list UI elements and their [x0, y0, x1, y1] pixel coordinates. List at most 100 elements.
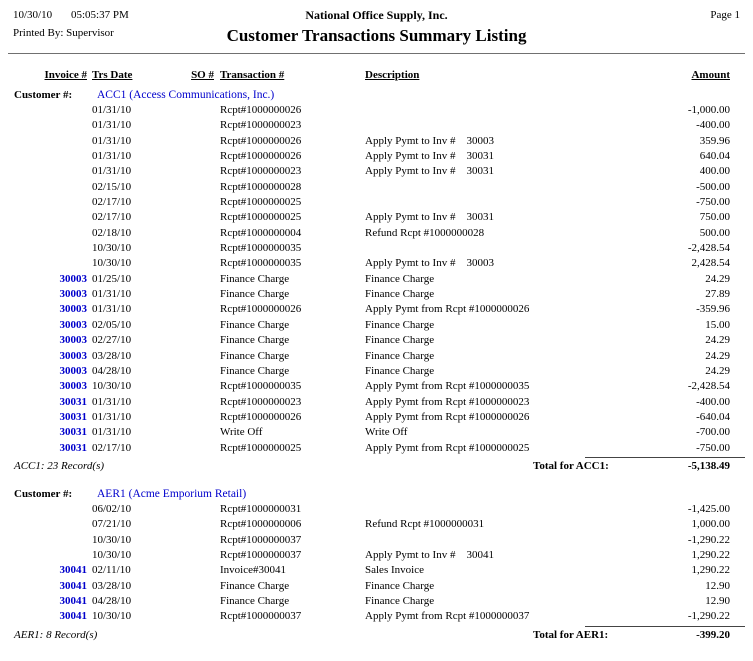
- transaction-number-cell: Finance Charge: [220, 579, 290, 592]
- transaction-row: 30031 01/31/10 Write Off Write Off -700.00: [8, 425, 745, 440]
- invoice-link[interactable]: 30031: [59, 426, 88, 439]
- invoice-cell: 30003: [8, 302, 90, 317]
- amount-cell: -700.00: [696, 426, 730, 439]
- invoice-link[interactable]: 30041: [59, 610, 88, 623]
- amount-cell: -400.00: [696, 119, 730, 132]
- invoice-link[interactable]: 30041: [59, 594, 88, 607]
- trs-date-cell: 10/30/10: [92, 548, 132, 561]
- transaction-number-cell: Rcpt#1000000026: [220, 104, 302, 116]
- transaction-number-cell: Rcpt#1000000023: [220, 395, 302, 408]
- invoice-link[interactable]: 30031: [59, 441, 88, 454]
- amount-cell: -500.00: [696, 180, 730, 193]
- trs-date-cell: 01/31/10: [92, 119, 132, 132]
- description-cell: Apply Pymt to Inv # 30031: [365, 165, 494, 178]
- trs-date-cell: 02/17/10: [92, 196, 132, 209]
- invoice-link[interactable]: 30031: [59, 410, 88, 423]
- trs-date-cell: 01/31/10: [92, 134, 132, 147]
- transaction-number-cell: Rcpt#1000000025: [220, 441, 302, 454]
- column-header-trs-date: Trs Date: [90, 68, 146, 83]
- trs-date-cell: 10/30/10: [92, 533, 132, 546]
- description-cell: Finance Charge: [365, 318, 435, 331]
- so-number-cell: [146, 318, 216, 333]
- invoice-link[interactable]: 30031: [59, 395, 88, 408]
- transaction-number-cell: Finance Charge: [220, 594, 290, 607]
- invoice-cell: 30041: [8, 579, 90, 594]
- record-count: ACC1: 23 Record(s): [14, 459, 105, 472]
- transaction-number-cell: Finance Charge: [220, 288, 290, 301]
- trs-date-cell: 10/30/10: [92, 610, 132, 623]
- invoice-cell: 30031: [8, 395, 90, 410]
- invoice-cell: 30041: [8, 594, 90, 609]
- invoice-link[interactable]: 30003: [59, 334, 88, 347]
- transaction-row: 01/31/10 Rcpt#1000000026 -1,000.00: [8, 103, 745, 118]
- transaction-row: 30041 02/11/10 Invoice#30041 Sales Invoice 1…: [8, 563, 745, 578]
- transaction-number-cell: Finance Charge: [220, 272, 290, 285]
- trs-date-cell: 10/30/10: [92, 257, 132, 270]
- description-cell: Apply Pymt to Inv # 30003: [365, 257, 494, 270]
- description-cell: Apply Pymt from Rcpt #1000000026: [365, 303, 530, 316]
- group-total-row: AER1: 8 Record(s) Total for AER1: -399.20: [8, 625, 745, 643]
- invoice-link[interactable]: 30003: [59, 272, 88, 285]
- trs-date-cell: 02/18/10: [92, 226, 132, 239]
- invoice-cell: [8, 502, 90, 517]
- customer-number-label: Customer #:: [14, 487, 73, 500]
- invoice-link[interactable]: 30003: [59, 349, 88, 362]
- column-header-so: SO #: [146, 68, 216, 83]
- invoice-link[interactable]: 30003: [59, 288, 88, 301]
- customer-group: Customer #: ACC1 (Access Communications, …: [8, 88, 745, 474]
- so-number-cell: [146, 149, 216, 164]
- transaction-row: 02/15/10 Rcpt#1000000028 -500.00: [8, 180, 745, 195]
- column-header-amount: Amount: [585, 68, 745, 83]
- invoice-link[interactable]: 30003: [59, 303, 88, 316]
- description-cell: [363, 195, 585, 210]
- transaction-row: 01/31/10 Rcpt#1000000023 Apply Pymt to Inv…: [8, 164, 745, 179]
- description-cell: Finance Charge: [365, 364, 435, 377]
- invoice-cell: [8, 103, 90, 118]
- invoice-link[interactable]: 30003: [59, 318, 88, 331]
- invoice-cell: [8, 134, 90, 149]
- print-time: 05:05:37 PM: [71, 9, 129, 21]
- amount-cell: 1,290.22: [691, 564, 731, 577]
- description-cell: [363, 533, 585, 548]
- customer-group: Customer #: AER1 (Acme Emporium Retail) 06…: [8, 487, 745, 643]
- trs-date-cell: 06/02/10: [92, 502, 132, 515]
- transaction-row: 30003 01/25/10 Finance Charge Finance Charg…: [8, 272, 745, 287]
- invoice-cell: [8, 164, 90, 179]
- so-number-cell: [146, 441, 216, 456]
- invoice-cell: 30031: [8, 441, 90, 456]
- invoice-link[interactable]: 30003: [59, 380, 88, 393]
- customer-header-row: Customer #: ACC1 (Access Communications, …: [8, 88, 745, 103]
- amount-cell: -1,290.22: [687, 533, 730, 546]
- invoice-link[interactable]: 30003: [59, 364, 88, 377]
- transaction-number-cell: Finance Charge: [220, 349, 290, 362]
- invoice-cell: 30003: [8, 318, 90, 333]
- amount-cell: -750.00: [696, 196, 730, 209]
- so-number-cell: [146, 379, 216, 394]
- group-total-label: Total for AER1:: [533, 628, 609, 641]
- trs-date-cell: 10/30/10: [92, 242, 132, 255]
- customer-link[interactable]: AER1 (Acme Emporium Retail): [97, 487, 247, 500]
- amount-cell: 400.00: [699, 165, 730, 178]
- so-number-cell: [146, 180, 216, 195]
- customer-link[interactable]: ACC1 (Access Communications, Inc.): [97, 89, 275, 101]
- transaction-number-cell: Rcpt#1000000028: [220, 180, 302, 193]
- trs-date-cell: 02/27/10: [92, 334, 132, 347]
- transaction-number-cell: Invoice#30041: [220, 564, 286, 577]
- column-header-so-text: SO #: [191, 69, 214, 81]
- transaction-row: 01/31/10 Rcpt#1000000023 -400.00: [8, 118, 745, 133]
- so-number-cell: [146, 609, 216, 624]
- description-cell: [363, 180, 585, 195]
- report-header-line1: 10/30/10 05:05:37 PM National Office Sup…: [8, 8, 745, 23]
- invoice-link[interactable]: 30041: [59, 564, 88, 577]
- report-body: Customer #: ACC1 (Access Communications, …: [8, 88, 745, 643]
- trs-date-cell: 04/28/10: [92, 364, 132, 377]
- transaction-number-cell: Rcpt#1000000025: [220, 196, 302, 209]
- trs-date-cell: 01/31/10: [92, 165, 132, 178]
- amount-cell: -640.04: [696, 410, 730, 423]
- description-cell: Apply Pymt from Rcpt #1000000025: [365, 441, 530, 454]
- amount-cell: -2,428.54: [687, 242, 730, 255]
- invoice-link[interactable]: 30041: [59, 579, 88, 592]
- transaction-row: 30041 10/30/10 Rcpt#1000000037 Apply Pymt f…: [8, 609, 745, 624]
- description-cell: Apply Pymt to Inv # 30031: [365, 211, 494, 224]
- so-number-cell: [146, 425, 216, 440]
